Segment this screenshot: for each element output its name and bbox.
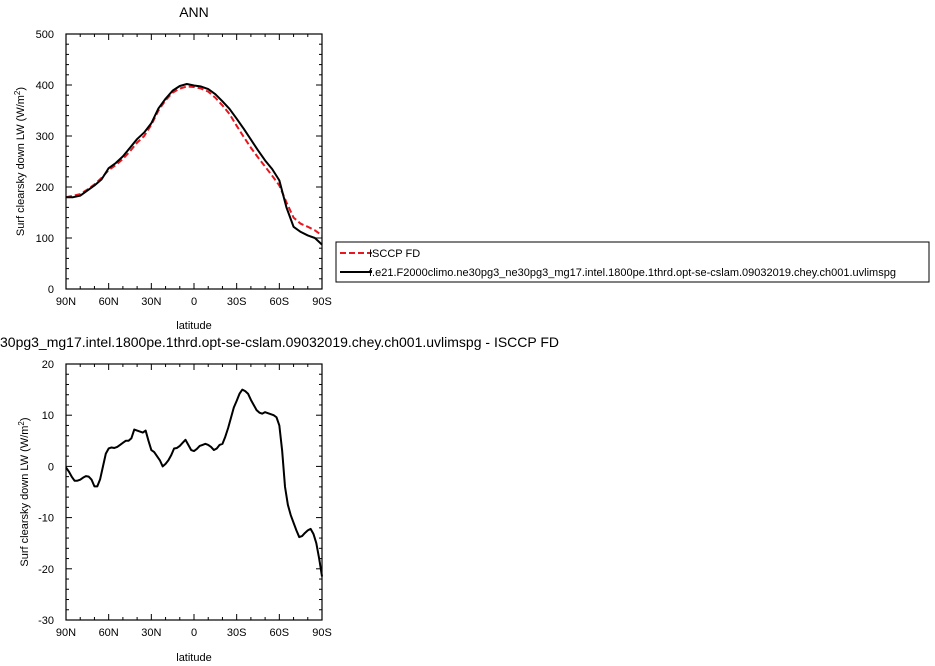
bottom-x-tick-label: 30N (141, 627, 161, 639)
bottom-y-tick-label: 10 (42, 410, 54, 422)
bottom-y-tick-label: -10 (38, 513, 54, 525)
top-x-tick-label: 90N (56, 296, 76, 308)
top-x-tick-label: 30S (227, 296, 247, 308)
legend-label-isccp-fd: ISCCP FD (369, 248, 420, 260)
bottom-plot-frame (65, 363, 323, 621)
bottom-panel: 30pg3_mg17.intel.1800pe.1thrd.opt-se-csl… (0, 334, 559, 664)
legend-box (335, 241, 930, 283)
top-x-tick-label: 60S (270, 296, 290, 308)
top-x-axis-label: latitude (176, 320, 211, 332)
top-y-axis-label: Surf clearsky down LW (W/m2) (13, 87, 27, 236)
top-panel-title: ANN (179, 4, 209, 20)
bottom-y-tick-label: 0 (48, 461, 54, 473)
bottom-x-tick-label: 30S (227, 627, 247, 639)
bottom-x-axis-label: latitude (176, 652, 211, 664)
top-x-tick-label: 30N (141, 296, 161, 308)
bottom-y-tick-label: -20 (38, 564, 54, 576)
legend-label-model: f.e21.F2000climo.ne30pg3_ne30pg3_mg17.in… (369, 267, 896, 279)
bottom-y-axis-label-sup: 2 (17, 421, 26, 426)
top-y-tick-label: 200 (36, 182, 54, 194)
top-x-tick-label: 90S (312, 296, 332, 308)
bottom-x-tick-label: 0 (191, 627, 197, 639)
bottom-y-tick-label: -30 (38, 615, 54, 627)
legend: ISCCP FD f.e21.F2000climo.ne30pg3_ne30pg… (335, 241, 930, 283)
bottom-panel-title: 30pg3_mg17.intel.1800pe.1thrd.opt-se-csl… (0, 334, 559, 350)
bottom-y-axis-label-main: Surf clearsky down LW (W/m (19, 426, 31, 567)
top-plot-frame (65, 33, 323, 290)
top-y-axis-label-end: ) (15, 87, 27, 91)
bottom-series-line-1 (65, 388, 323, 577)
bottom-x-tick-label: 90N (56, 627, 76, 639)
top-y-tick-label: 400 (36, 80, 54, 92)
bottom-y-axis-label: Surf clearsky down LW (W/m2) (17, 417, 31, 566)
top-series-line-1 (65, 85, 323, 237)
bottom-x-tick-label: 60S (270, 627, 290, 639)
bottom-x-tick-label: 60N (99, 627, 119, 639)
top-y-axis-label-main: Surf clearsky down LW (W/m (15, 95, 27, 236)
top-series-line-2 (66, 82, 323, 246)
top-panel: ANN 90N 60N 30N 0 30S 60S 90S0100200300400500 … (13, 4, 332, 332)
top-y-tick-label: 100 (36, 233, 54, 245)
bottom-y-tick-label: 20 (42, 359, 54, 371)
top-x-tick-label: 0 (191, 296, 197, 308)
top-y-tick-label: 500 (36, 29, 54, 41)
bottom-x-tick-label: 90S (312, 627, 332, 639)
top-y-tick-label: 300 (36, 131, 54, 143)
top-y-tick-label: 0 (48, 284, 54, 296)
top-x-tick-label: 60N (99, 296, 119, 308)
bottom-y-axis-label-end: ) (19, 417, 31, 421)
top-y-axis-label-sup: 2 (13, 90, 22, 95)
